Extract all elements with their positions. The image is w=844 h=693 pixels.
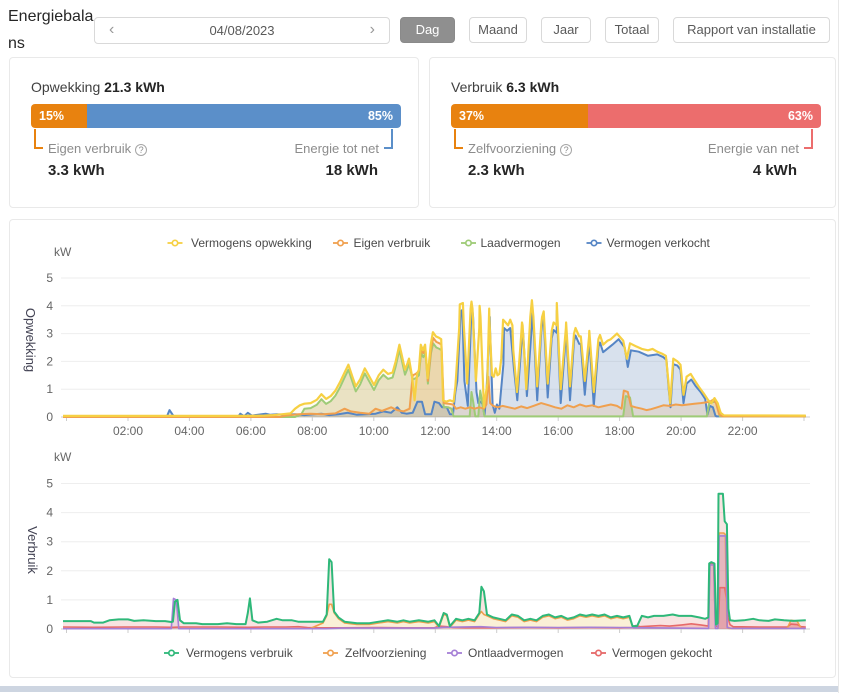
svg-text:kW: kW xyxy=(54,245,72,259)
svg-text:5: 5 xyxy=(46,271,53,285)
svg-text:1: 1 xyxy=(46,593,53,607)
svg-text:5: 5 xyxy=(46,477,53,491)
svg-text:Vermogens opwekking: Vermogens opwekking xyxy=(191,236,312,250)
svg-text:14:00: 14:00 xyxy=(482,424,512,438)
svg-text:08:00: 08:00 xyxy=(297,424,327,438)
svg-text:12:00: 12:00 xyxy=(420,424,450,438)
svg-text:Zelfvoorziening: Zelfvoorziening xyxy=(345,646,426,660)
svg-text:02:00: 02:00 xyxy=(113,424,143,438)
svg-text:Verbruik: Verbruik xyxy=(25,526,40,574)
svg-text:06:00: 06:00 xyxy=(236,424,266,438)
svg-text:Ontlaadvermogen: Ontlaadvermogen xyxy=(468,646,563,660)
svg-text:18:00: 18:00 xyxy=(605,424,635,438)
svg-text:Vermogens verbruik: Vermogens verbruik xyxy=(186,646,294,660)
svg-text:4: 4 xyxy=(46,506,53,520)
svg-text:Eigen verbruik: Eigen verbruik xyxy=(354,236,432,250)
svg-text:4: 4 xyxy=(46,299,53,313)
svg-text:0: 0 xyxy=(46,622,53,636)
svg-text:2: 2 xyxy=(46,354,53,368)
svg-text:10:00: 10:00 xyxy=(359,424,389,438)
svg-text:0: 0 xyxy=(46,410,53,424)
svg-text:Opwekking: Opwekking xyxy=(23,308,38,372)
svg-text:Laadvermogen: Laadvermogen xyxy=(481,236,561,250)
svg-text:3: 3 xyxy=(46,535,53,549)
svg-text:3: 3 xyxy=(46,327,53,341)
svg-text:04:00: 04:00 xyxy=(174,424,204,438)
svg-text:2: 2 xyxy=(46,564,53,578)
svg-text:1: 1 xyxy=(46,382,53,396)
svg-text:kW: kW xyxy=(54,450,72,464)
svg-text:20:00: 20:00 xyxy=(666,424,696,438)
svg-text:Vermogen verkocht: Vermogen verkocht xyxy=(607,236,711,250)
svg-text:16:00: 16:00 xyxy=(543,424,573,438)
svg-text:22:00: 22:00 xyxy=(728,424,758,438)
svg-text:Vermogen gekocht: Vermogen gekocht xyxy=(612,646,713,660)
